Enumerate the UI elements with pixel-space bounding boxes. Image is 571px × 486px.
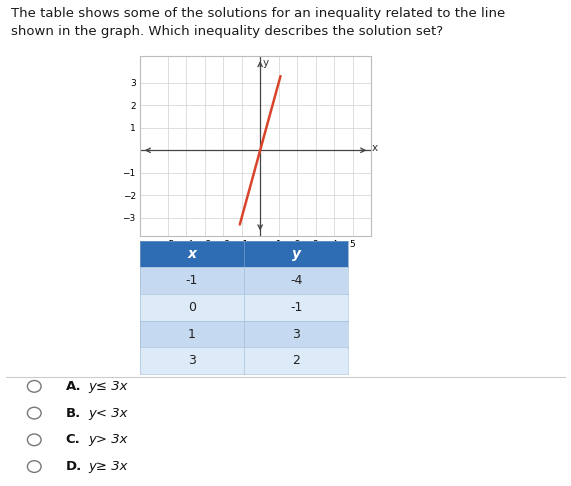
Text: B.: B.: [66, 407, 81, 419]
Text: x: x: [187, 247, 196, 261]
Text: -4: -4: [290, 274, 303, 287]
Text: 2: 2: [292, 354, 300, 367]
Text: y< 3x: y< 3x: [89, 407, 128, 419]
Text: 0: 0: [188, 301, 196, 314]
Text: C.: C.: [66, 434, 81, 446]
Text: 3: 3: [188, 354, 196, 367]
Text: D.: D.: [66, 460, 82, 473]
Text: x: x: [372, 142, 378, 153]
Text: y≥ 3x: y≥ 3x: [89, 460, 128, 473]
Text: y: y: [292, 247, 301, 261]
Text: -1: -1: [186, 274, 198, 287]
Text: -1: -1: [290, 301, 303, 314]
Text: 3: 3: [292, 328, 300, 341]
Text: 1: 1: [188, 328, 196, 341]
Text: y≤ 3x: y≤ 3x: [89, 380, 128, 393]
Text: The table shows some of the solutions for an inequality related to the line
show: The table shows some of the solutions fo…: [11, 7, 506, 38]
Text: y: y: [262, 58, 268, 68]
Text: A.: A.: [66, 380, 81, 393]
Text: y> 3x: y> 3x: [89, 434, 128, 446]
